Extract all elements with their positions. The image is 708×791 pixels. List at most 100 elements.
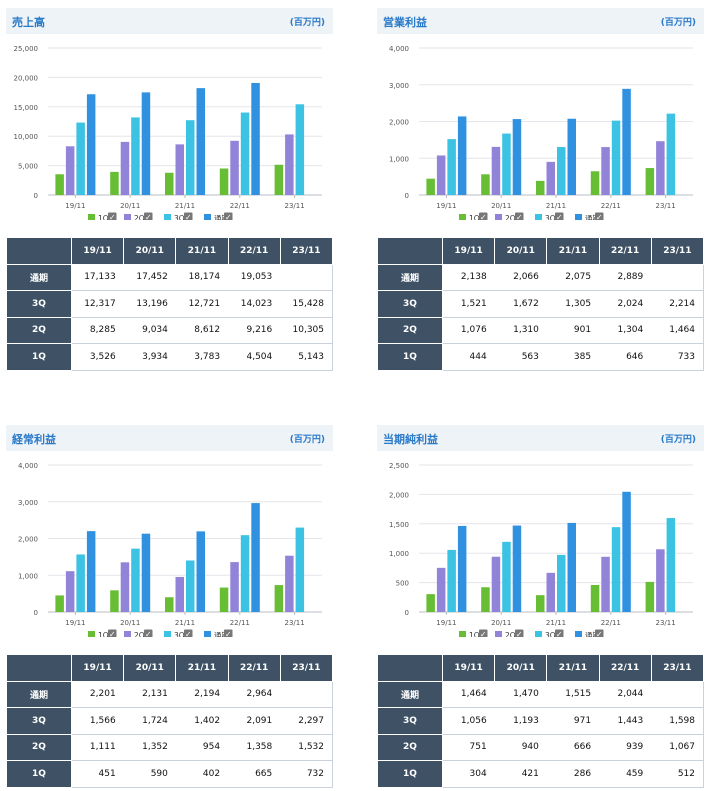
bar-3Q-21/11[interactable]	[557, 554, 566, 612]
bar-通期-21/11[interactable]	[567, 522, 577, 612]
legend-checkbox[interactable]	[479, 212, 488, 221]
bar-1Q-22/11[interactable]	[219, 168, 229, 195]
bar-2Q-23/11[interactable]	[285, 134, 294, 195]
bar-2Q-21/11[interactable]	[175, 576, 185, 612]
bar-3Q-19/11[interactable]	[76, 122, 85, 195]
legend-item-3Q[interactable]: 3Q ✓	[535, 629, 564, 638]
bar-通期-20/11[interactable]	[141, 92, 151, 195]
bar-2Q-21/11[interactable]	[546, 572, 556, 612]
bar-1Q-21/11[interactable]	[165, 597, 174, 612]
bar-通期-22/11[interactable]	[622, 491, 631, 612]
legend-checkbox[interactable]	[224, 212, 233, 221]
legend-checkbox[interactable]	[515, 212, 524, 221]
legend-item-通期[interactable]: 通期✓	[575, 212, 604, 221]
bar-3Q-22/11[interactable]	[611, 527, 621, 612]
bar-通期-19/11[interactable]	[86, 531, 96, 612]
bar-3Q-19/11[interactable]	[76, 554, 85, 612]
legend-item-2Q[interactable]: 2Q ✓	[124, 212, 153, 221]
bar-1Q-22/11[interactable]	[590, 171, 600, 195]
legend-checkbox[interactable]	[555, 629, 564, 638]
bar-通期-21/11[interactable]	[196, 531, 206, 612]
legend-item-2Q[interactable]: 2Q ✓	[495, 629, 524, 638]
legend-item-1Q[interactable]: 1Q ✓	[459, 212, 488, 221]
bar-2Q-19/11[interactable]	[65, 146, 75, 195]
bar-2Q-22/11[interactable]	[601, 147, 610, 195]
bar-1Q-19/11[interactable]	[55, 174, 64, 195]
bar-通期-21/11[interactable]	[196, 88, 206, 195]
bar-3Q-23/11[interactable]	[666, 113, 676, 195]
bar-2Q-23/11[interactable]	[656, 141, 665, 195]
bar-2Q-20/11[interactable]	[491, 146, 501, 195]
bar-3Q-23/11[interactable]	[666, 518, 676, 612]
bar-1Q-20/11[interactable]	[110, 590, 119, 612]
bar-3Q-20/11[interactable]	[502, 541, 511, 612]
bar-3Q-20/11[interactable]	[502, 133, 511, 195]
bar-1Q-21/11[interactable]	[536, 595, 545, 612]
bar-2Q-23/11[interactable]	[285, 555, 294, 612]
bar-1Q-23/11[interactable]	[274, 585, 284, 612]
legend-item-1Q[interactable]: 1Q ✓	[88, 629, 117, 638]
bar-3Q-21/11[interactable]	[186, 560, 195, 612]
bar-通期-19/11[interactable]	[86, 94, 96, 195]
legend-item-2Q[interactable]: 2Q ✓	[495, 212, 524, 221]
legend-item-1Q[interactable]: 1Q ✓	[88, 212, 117, 221]
legend-checkbox[interactable]	[595, 629, 604, 638]
bar-1Q-23/11[interactable]	[645, 168, 655, 195]
bar-2Q-22/11[interactable]	[230, 562, 239, 612]
legend-checkbox[interactable]	[108, 629, 117, 638]
bar-1Q-22/11[interactable]	[219, 587, 229, 612]
bar-2Q-22/11[interactable]	[601, 556, 610, 612]
bar-2Q-21/11[interactable]	[175, 144, 185, 195]
legend-item-2Q[interactable]: 2Q ✓	[124, 629, 153, 638]
bar-2Q-23/11[interactable]	[656, 549, 665, 612]
bar-3Q-21/11[interactable]	[557, 147, 566, 195]
legend-checkbox[interactable]	[595, 212, 604, 221]
bar-2Q-19/11[interactable]	[436, 567, 446, 612]
legend-item-3Q[interactable]: 3Q ✓	[164, 629, 193, 638]
bar-通期-22/11[interactable]	[251, 82, 260, 195]
bar-1Q-20/11[interactable]	[481, 587, 490, 612]
legend-item-通期[interactable]: 通期✓	[204, 212, 233, 221]
bar-1Q-20/11[interactable]	[110, 171, 119, 195]
legend-checkbox[interactable]	[184, 212, 193, 221]
bar-1Q-23/11[interactable]	[645, 581, 655, 612]
bar-通期-19/11[interactable]	[457, 525, 467, 612]
bar-通期-20/11[interactable]	[512, 525, 522, 612]
bar-1Q-19/11[interactable]	[55, 595, 64, 612]
bar-2Q-20/11[interactable]	[491, 556, 501, 612]
bar-1Q-23/11[interactable]	[274, 164, 284, 195]
bar-1Q-19/11[interactable]	[426, 594, 435, 612]
bar-2Q-21/11[interactable]	[546, 161, 556, 195]
legend-checkbox[interactable]	[224, 629, 233, 638]
legend-item-3Q[interactable]: 3Q ✓	[164, 212, 193, 221]
legend-item-通期[interactable]: 通期✓	[204, 629, 233, 638]
bar-通期-22/11[interactable]	[251, 503, 260, 612]
bar-3Q-20/11[interactable]	[131, 548, 140, 612]
bar-3Q-23/11[interactable]	[295, 104, 305, 195]
bar-3Q-19/11[interactable]	[447, 549, 456, 612]
bar-2Q-20/11[interactable]	[120, 141, 130, 195]
bar-通期-21/11[interactable]	[567, 118, 577, 195]
legend-checkbox[interactable]	[184, 629, 193, 638]
bar-1Q-21/11[interactable]	[536, 180, 545, 195]
bar-1Q-20/11[interactable]	[481, 174, 490, 195]
legend-checkbox[interactable]	[144, 212, 153, 221]
legend-checkbox[interactable]	[479, 629, 488, 638]
bar-2Q-20/11[interactable]	[120, 562, 130, 612]
bar-通期-22/11[interactable]	[622, 88, 631, 195]
bar-3Q-19/11[interactable]	[447, 139, 456, 195]
bar-3Q-20/11[interactable]	[131, 117, 140, 195]
bar-通期-20/11[interactable]	[512, 119, 522, 195]
legend-item-3Q[interactable]: 3Q ✓	[535, 212, 564, 221]
bar-通期-20/11[interactable]	[141, 533, 151, 612]
bar-3Q-22/11[interactable]	[611, 120, 621, 195]
bar-2Q-19/11[interactable]	[65, 571, 75, 612]
bar-1Q-19/11[interactable]	[426, 178, 435, 195]
bar-3Q-22/11[interactable]	[240, 112, 250, 195]
legend-item-通期[interactable]: 通期✓	[575, 629, 604, 638]
bar-2Q-22/11[interactable]	[230, 140, 239, 195]
legend-checkbox[interactable]	[515, 629, 524, 638]
legend-checkbox[interactable]	[144, 629, 153, 638]
bar-3Q-21/11[interactable]	[186, 120, 195, 195]
bar-通期-19/11[interactable]	[457, 116, 467, 195]
